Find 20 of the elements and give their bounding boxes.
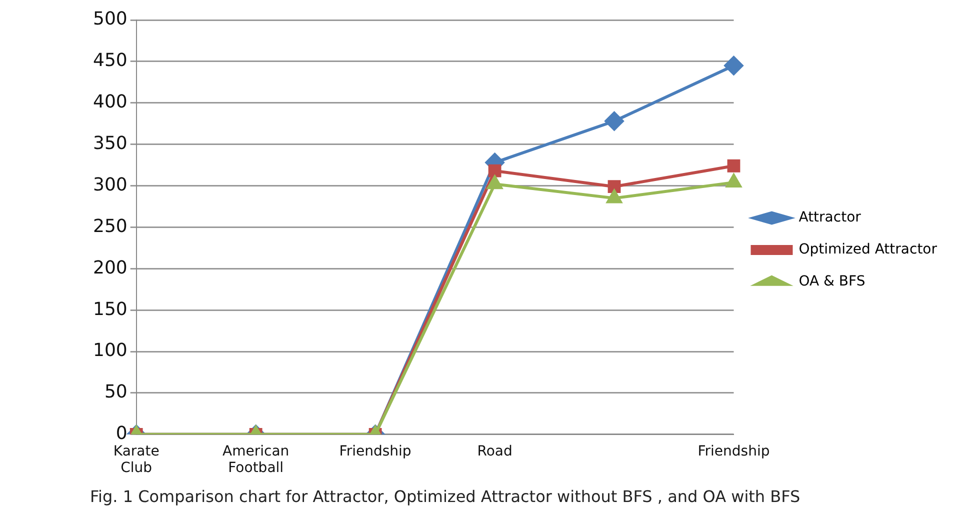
y-tick-label: 50 bbox=[104, 382, 128, 403]
y-tick-label: 500 bbox=[92, 8, 128, 30]
y-tick-label: 300 bbox=[92, 174, 128, 196]
legend-label: Optimized Attractor bbox=[798, 242, 938, 258]
y-tick-label: 200 bbox=[92, 257, 128, 278]
legend-label: Attractor bbox=[798, 210, 862, 226]
y-tick-label: 450 bbox=[92, 50, 128, 72]
y-tick-label: 150 bbox=[92, 298, 128, 320]
x-tick-label: Friendship bbox=[339, 443, 412, 460]
y-tick-label: 350 bbox=[92, 132, 128, 154]
legend-label: OA & BFS bbox=[798, 274, 866, 290]
y-tick-label: 400 bbox=[92, 92, 128, 113]
x-tick-label: Friendship bbox=[698, 443, 770, 460]
y-tick-label: 250 bbox=[92, 216, 128, 237]
x-tick-label: American Football bbox=[222, 443, 290, 476]
y-tick-label: 100 bbox=[92, 340, 128, 362]
x-tick-label: Karate Club bbox=[113, 443, 160, 476]
y-tick-label: 0 bbox=[116, 423, 128, 444]
x-tick-label: Road bbox=[477, 443, 512, 460]
caption: Fig. 1 Comparison chart for Attractor, Optimized Attractor without BFS , and OA with BFS bbox=[90, 487, 800, 506]
